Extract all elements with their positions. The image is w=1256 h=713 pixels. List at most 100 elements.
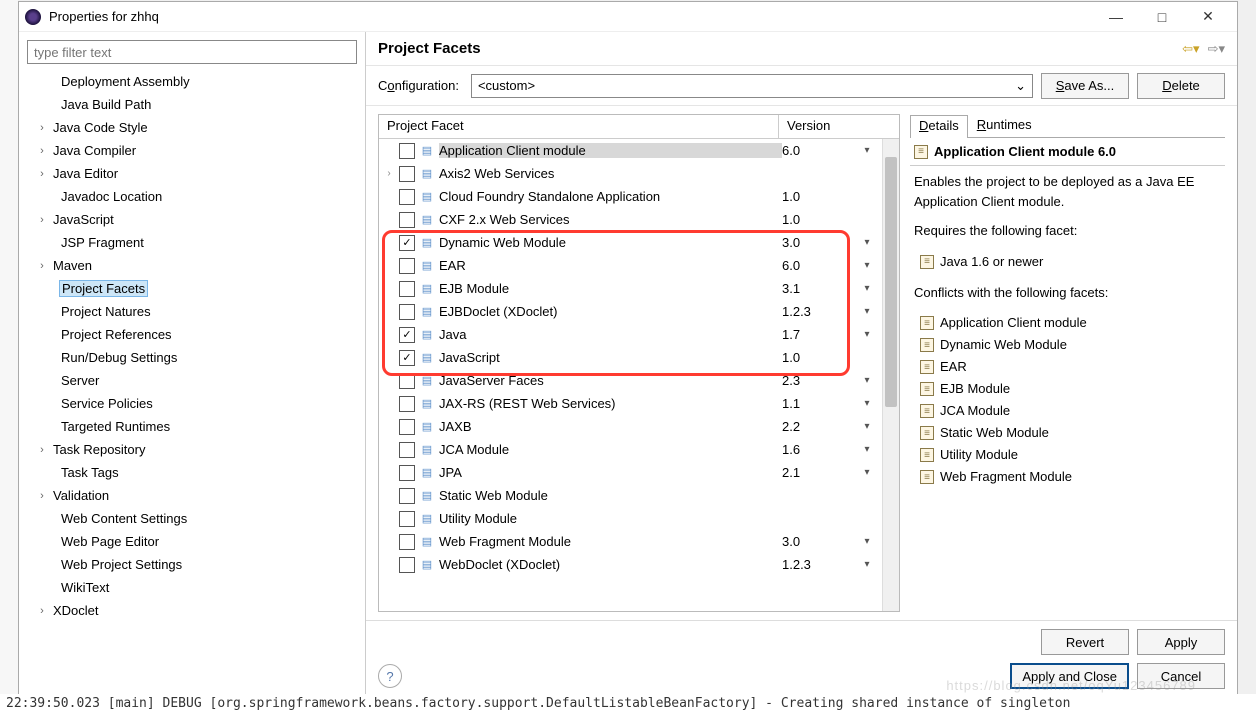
sidebar-item-java-compiler[interactable]: ›Java Compiler xyxy=(27,139,361,162)
sidebar-item-java-editor[interactable]: ›Java Editor xyxy=(27,162,361,185)
sidebar-item-targeted-runtimes[interactable]: Targeted Runtimes xyxy=(27,415,361,438)
close-button[interactable]: ✕ xyxy=(1185,2,1231,32)
facet-row[interactable]: ▤JAXB2.2▾ xyxy=(379,415,882,438)
sidebar-item-project-references[interactable]: Project References xyxy=(27,323,361,346)
facet-scrollbar[interactable] xyxy=(882,139,899,611)
facet-checkbox[interactable] xyxy=(399,166,415,182)
facet-row[interactable]: ▤JCA Module1.6▾ xyxy=(379,438,882,461)
facet-checkbox[interactable] xyxy=(399,304,415,320)
apply-button[interactable]: Apply xyxy=(1137,629,1225,655)
sidebar-item-java-code-style[interactable]: ›Java Code Style xyxy=(27,116,361,139)
facet-row[interactable]: ▤WebDoclet (XDoclet)1.2.3▾ xyxy=(379,553,882,576)
filter-input[interactable] xyxy=(27,40,357,64)
facet-checkbox[interactable]: ✓ xyxy=(399,350,415,366)
version-dropdown-icon[interactable]: ▾ xyxy=(852,260,882,271)
sidebar-item-wikitext[interactable]: WikiText xyxy=(27,576,361,599)
facet-checkbox[interactable] xyxy=(399,534,415,550)
sidebar-item-server[interactable]: Server xyxy=(27,369,361,392)
maximize-button[interactable]: □ xyxy=(1139,2,1185,32)
facet-row[interactable]: ▤Application Client module6.0▾ xyxy=(379,139,882,162)
facet-row[interactable]: ›▤Axis2 Web Services xyxy=(379,162,882,185)
version-dropdown-icon[interactable]: ▾ xyxy=(852,536,882,547)
delete-button[interactable]: Delete xyxy=(1137,73,1225,99)
version-dropdown-icon[interactable]: ▾ xyxy=(852,283,882,294)
sidebar-item-jsp-fragment[interactable]: JSP Fragment xyxy=(27,231,361,254)
facet-checkbox[interactable] xyxy=(399,557,415,573)
help-button[interactable]: ? xyxy=(378,664,402,688)
minimize-button[interactable]: — xyxy=(1093,2,1139,32)
sidebar-item-xdoclet[interactable]: ›XDoclet xyxy=(27,599,361,622)
facet-checkbox[interactable] xyxy=(399,442,415,458)
sidebar-item-validation[interactable]: ›Validation xyxy=(27,484,361,507)
version-dropdown-icon[interactable]: ▾ xyxy=(852,329,882,340)
facet-row[interactable]: ✓▤Java1.7▾ xyxy=(379,323,882,346)
facet-checkbox[interactable]: ✓ xyxy=(399,235,415,251)
version-dropdown-icon[interactable]: ▾ xyxy=(852,398,882,409)
sidebar-item-web-page-editor[interactable]: Web Page Editor xyxy=(27,530,361,553)
facet-checkbox[interactable] xyxy=(399,258,415,274)
sidebar-item-task-repository[interactable]: ›Task Repository xyxy=(27,438,361,461)
sidebar-item-run-debug-settings[interactable]: Run/Debug Settings xyxy=(27,346,361,369)
version-dropdown-icon[interactable]: ▾ xyxy=(852,237,882,248)
version-dropdown-icon[interactable]: ▾ xyxy=(852,375,882,386)
sidebar-item-service-policies[interactable]: Service Policies xyxy=(27,392,361,415)
facet-file-icon: ≡ xyxy=(920,448,934,462)
back-icon[interactable]: ⇦▾ xyxy=(1182,41,1199,57)
facet-checkbox[interactable] xyxy=(399,212,415,228)
facet-checkbox[interactable] xyxy=(399,488,415,504)
facet-checkbox[interactable] xyxy=(399,143,415,159)
config-combo[interactable]: <custom> ⌄ xyxy=(471,74,1033,98)
sidebar-item-maven[interactable]: ›Maven xyxy=(27,254,361,277)
facet-col-name[interactable]: Project Facet xyxy=(379,115,779,138)
facet-row[interactable]: ▤CXF 2.x Web Services1.0 xyxy=(379,208,882,231)
facet-row[interactable]: ▤Web Fragment Module3.0▾ xyxy=(379,530,882,553)
facet-checkbox[interactable]: ✓ xyxy=(399,327,415,343)
facet-row[interactable]: ▤EJBDoclet (XDoclet)1.2.3▾ xyxy=(379,300,882,323)
facet-checkbox[interactable] xyxy=(399,396,415,412)
tab-runtimes[interactable]: Runtimes xyxy=(968,114,1041,137)
facet-row[interactable]: ▤Static Web Module xyxy=(379,484,882,507)
window-title: Properties for zhhq xyxy=(49,9,1093,24)
facet-file-icon: ≡ xyxy=(920,316,934,330)
facet-row[interactable]: ▤Cloud Foundry Standalone Application1.0 xyxy=(379,185,882,208)
sidebar-item-task-tags[interactable]: Task Tags xyxy=(27,461,361,484)
save-as-button[interactable]: Save As... xyxy=(1041,73,1129,99)
facet-checkbox[interactable] xyxy=(399,281,415,297)
facet-checkbox[interactable] xyxy=(399,189,415,205)
sidebar-item-java-build-path[interactable]: Java Build Path xyxy=(27,93,361,116)
facet-row[interactable]: ▤JavaServer Faces2.3▾ xyxy=(379,369,882,392)
sidebar-item-project-natures[interactable]: Project Natures xyxy=(27,300,361,323)
category-tree[interactable]: Deployment AssemblyJava Build Path›Java … xyxy=(23,70,361,691)
sidebar-item-project-facets[interactable]: Project Facets xyxy=(27,277,361,300)
tab-details[interactable]: Details xyxy=(910,115,968,138)
facet-file-icon: ▤ xyxy=(419,373,435,389)
facet-row[interactable]: ▤Utility Module xyxy=(379,507,882,530)
facet-file-icon: ▤ xyxy=(419,488,435,504)
facet-row[interactable]: ✓▤Dynamic Web Module3.0▾ xyxy=(379,231,882,254)
facet-row[interactable]: ▤JAX-RS (REST Web Services)1.1▾ xyxy=(379,392,882,415)
version-dropdown-icon[interactable]: ▾ xyxy=(852,145,882,156)
sidebar-item-javadoc-location[interactable]: Javadoc Location xyxy=(27,185,361,208)
version-dropdown-icon[interactable]: ▾ xyxy=(852,444,882,455)
version-dropdown-icon[interactable]: ▾ xyxy=(852,467,882,478)
version-dropdown-icon[interactable]: ▾ xyxy=(852,306,882,317)
facet-list[interactable]: ▤Application Client module6.0▾›▤Axis2 We… xyxy=(379,139,882,611)
facet-row[interactable]: ▤EAR6.0▾ xyxy=(379,254,882,277)
facet-name: EJB Module xyxy=(439,281,782,296)
version-dropdown-icon[interactable]: ▾ xyxy=(852,421,882,432)
facet-checkbox[interactable] xyxy=(399,511,415,527)
version-dropdown-icon[interactable]: ▾ xyxy=(852,559,882,570)
sidebar-item-web-project-settings[interactable]: Web Project Settings xyxy=(27,553,361,576)
revert-button[interactable]: Revert xyxy=(1041,629,1129,655)
sidebar-item-web-content-settings[interactable]: Web Content Settings xyxy=(27,507,361,530)
facet-row[interactable]: ▤JPA2.1▾ xyxy=(379,461,882,484)
facet-row[interactable]: ▤EJB Module3.1▾ xyxy=(379,277,882,300)
facet-checkbox[interactable] xyxy=(399,465,415,481)
facet-col-version[interactable]: Version xyxy=(779,115,899,138)
sidebar-item-deployment-assembly[interactable]: Deployment Assembly xyxy=(27,70,361,93)
forward-icon[interactable]: ⇨▾ xyxy=(1208,41,1225,57)
facet-checkbox[interactable] xyxy=(399,419,415,435)
facet-row[interactable]: ✓▤JavaScript1.0 xyxy=(379,346,882,369)
sidebar-item-javascript[interactable]: ›JavaScript xyxy=(27,208,361,231)
facet-checkbox[interactable] xyxy=(399,373,415,389)
